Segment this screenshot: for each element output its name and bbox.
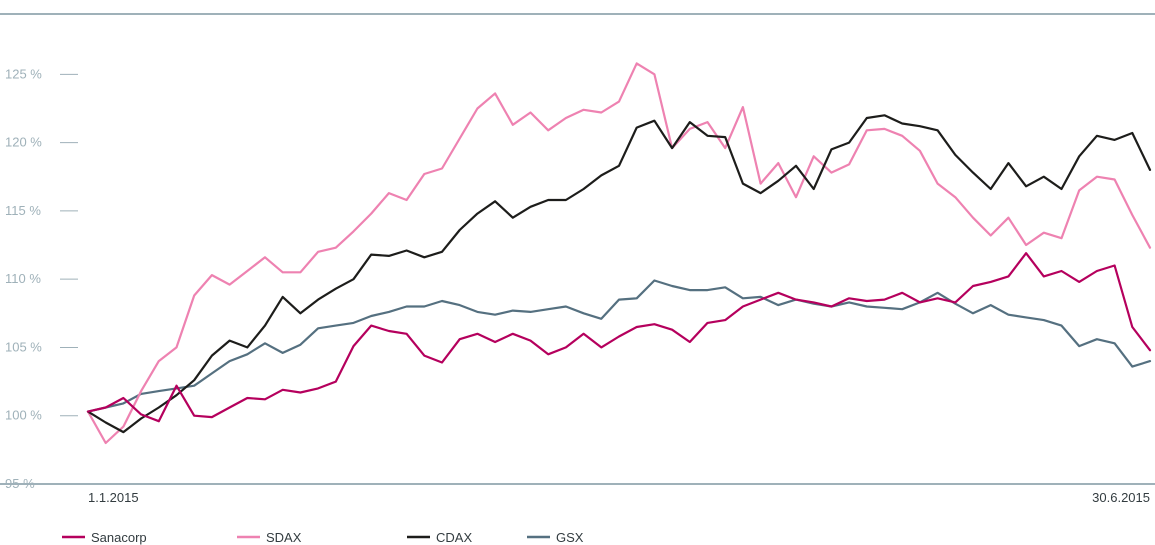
series-line-sanacorp [86, 252, 1152, 423]
y-tick-label: 125 % [5, 66, 42, 81]
legend-label-cdax: CDAX [436, 530, 472, 545]
y-axis: 95 % 100 % 105 % 110 % 115 % 120 % 125 % [5, 66, 78, 491]
legend-label-sdax: SDAX [266, 530, 302, 545]
legend-label-gsx: GSX [556, 530, 584, 545]
y-tick-label: 105 % [5, 339, 42, 354]
series-line-sdax [86, 62, 1152, 445]
y-tick-label: 100 % [5, 408, 42, 423]
y-tick-label: 110 % [5, 271, 41, 286]
x-start-label: 1.1.2015 [88, 490, 139, 505]
legend: Sanacorp SDAX CDAX GSX [62, 530, 584, 545]
y-tick-label: 115 % [5, 203, 41, 218]
legend-label-sanacorp: Sanacorp [91, 530, 147, 545]
x-end-label: 30.6.2015 [1092, 490, 1150, 505]
y-tick-label: 120 % [5, 135, 42, 150]
y-tick-label: 95 % [5, 476, 35, 491]
series-line-cdax [86, 114, 1152, 434]
series-lines [86, 62, 1152, 445]
series-line-gsx [86, 279, 1152, 413]
